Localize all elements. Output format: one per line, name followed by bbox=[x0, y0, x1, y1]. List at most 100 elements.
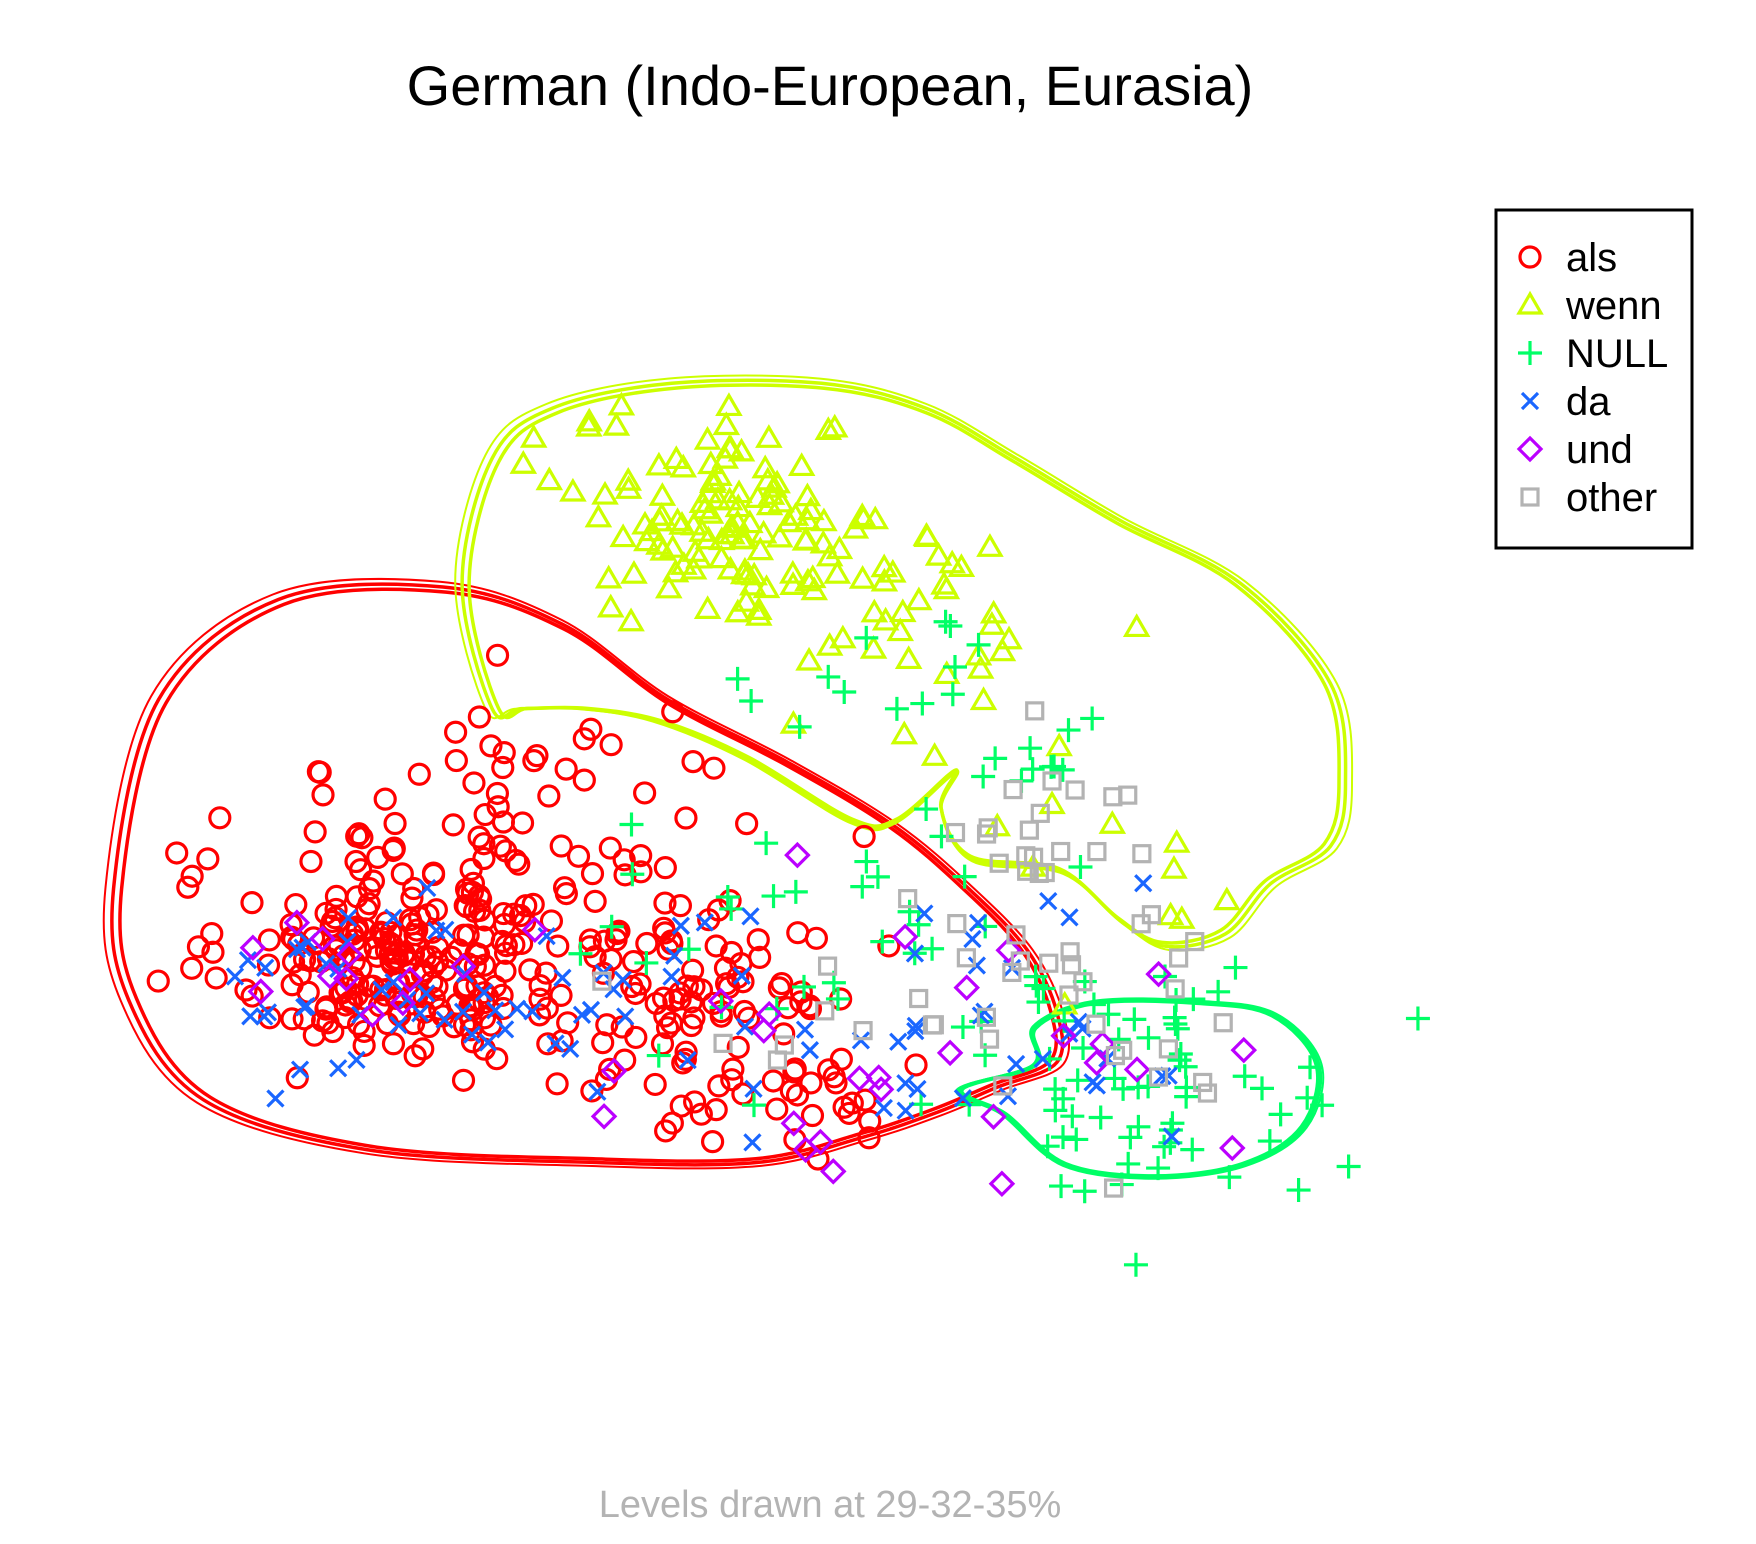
point-als bbox=[598, 836, 622, 860]
point-als bbox=[700, 1130, 725, 1154]
point-als bbox=[689, 978, 714, 1002]
point-und bbox=[359, 1001, 386, 1029]
point-da bbox=[1060, 908, 1079, 927]
point-und bbox=[1145, 960, 1172, 988]
point-wenn bbox=[809, 529, 838, 554]
point-wenn bbox=[607, 391, 636, 416]
point-als bbox=[370, 922, 394, 946]
point-als bbox=[549, 983, 573, 1008]
point-als bbox=[397, 950, 421, 974]
point-other bbox=[1051, 841, 1071, 862]
point-wenn bbox=[792, 526, 821, 550]
point-wenn bbox=[871, 606, 900, 631]
point-als bbox=[363, 936, 387, 960]
point-da bbox=[427, 921, 446, 940]
point-null bbox=[754, 831, 779, 856]
point-als bbox=[381, 1032, 406, 1056]
point-als bbox=[746, 928, 770, 952]
point-wenn bbox=[609, 523, 637, 548]
point-als bbox=[234, 978, 258, 1002]
point-wenn bbox=[767, 488, 795, 513]
point-null bbox=[854, 625, 879, 650]
point-als bbox=[485, 1047, 509, 1071]
point-als bbox=[554, 881, 578, 906]
point-als bbox=[400, 886, 424, 910]
point-da bbox=[372, 980, 391, 999]
point-wenn bbox=[797, 496, 825, 521]
point-wenn bbox=[519, 423, 548, 448]
point-als bbox=[352, 1019, 376, 1044]
point-other bbox=[1087, 841, 1107, 862]
point-als bbox=[403, 1044, 427, 1068]
point-da bbox=[258, 1003, 278, 1022]
point-und bbox=[988, 1170, 1016, 1198]
point-other bbox=[1042, 771, 1062, 791]
point-wenn bbox=[614, 466, 643, 491]
point-als bbox=[679, 1013, 703, 1038]
point-als bbox=[180, 864, 204, 888]
point-null bbox=[1223, 955, 1248, 980]
point-null bbox=[983, 746, 1008, 771]
point-und bbox=[449, 953, 477, 980]
point-null bbox=[1250, 1076, 1274, 1101]
point-da bbox=[478, 1033, 498, 1052]
point-als bbox=[545, 1072, 569, 1096]
point-wenn bbox=[1122, 613, 1151, 638]
point-null bbox=[1051, 1125, 1076, 1150]
point-als bbox=[735, 812, 759, 836]
point-als bbox=[701, 991, 726, 1016]
point-null bbox=[1336, 1154, 1361, 1179]
point-other bbox=[947, 914, 967, 934]
point-als bbox=[522, 749, 546, 773]
point-als bbox=[510, 811, 535, 835]
point-als bbox=[411, 1037, 435, 1061]
point-other bbox=[1165, 979, 1185, 999]
point-als bbox=[494, 839, 518, 863]
point-als bbox=[473, 802, 497, 827]
point-als bbox=[451, 1068, 476, 1092]
point-als bbox=[721, 1057, 745, 1081]
point-null bbox=[1072, 1179, 1097, 1204]
contour-wenn-level-3 bbox=[467, 383, 1341, 945]
point-als bbox=[681, 958, 705, 982]
point-als bbox=[853, 1088, 877, 1112]
point-null bbox=[787, 714, 812, 739]
point-da bbox=[1162, 1127, 1181, 1146]
point-als bbox=[822, 1065, 846, 1089]
point-als bbox=[180, 956, 204, 980]
point-als bbox=[798, 997, 823, 1021]
point-null bbox=[1039, 754, 1064, 779]
point-null bbox=[1026, 990, 1051, 1015]
point-als bbox=[383, 811, 407, 836]
point-wenn bbox=[932, 575, 961, 600]
point-als bbox=[346, 918, 370, 942]
point-und bbox=[247, 978, 275, 1005]
point-als bbox=[683, 1090, 707, 1114]
point-und bbox=[590, 1103, 618, 1130]
point-da bbox=[418, 878, 437, 898]
point-null bbox=[1268, 1102, 1293, 1127]
point-als bbox=[707, 1074, 731, 1098]
point-als bbox=[580, 1079, 604, 1103]
point-als bbox=[410, 962, 435, 987]
point-wenn bbox=[712, 411, 741, 436]
point-null bbox=[1020, 757, 1045, 782]
point-als bbox=[472, 981, 496, 1005]
point-als bbox=[799, 1071, 823, 1095]
point-da bbox=[453, 1002, 473, 1021]
point-null bbox=[725, 666, 750, 691]
point-null bbox=[1206, 979, 1231, 1004]
point-da bbox=[906, 1016, 925, 1035]
point-als bbox=[382, 947, 406, 971]
point-als bbox=[653, 856, 677, 880]
point-null bbox=[1123, 1252, 1148, 1277]
point-als bbox=[566, 844, 591, 868]
point-wenn bbox=[889, 598, 917, 623]
point-wenn bbox=[707, 544, 736, 569]
contour-als-level-1 bbox=[102, 577, 1070, 1170]
legend-marker-da bbox=[1520, 391, 1540, 411]
point-null bbox=[1257, 1129, 1282, 1154]
point-da bbox=[953, 1089, 973, 1108]
point-als bbox=[373, 787, 397, 811]
point-wenn bbox=[829, 624, 857, 649]
